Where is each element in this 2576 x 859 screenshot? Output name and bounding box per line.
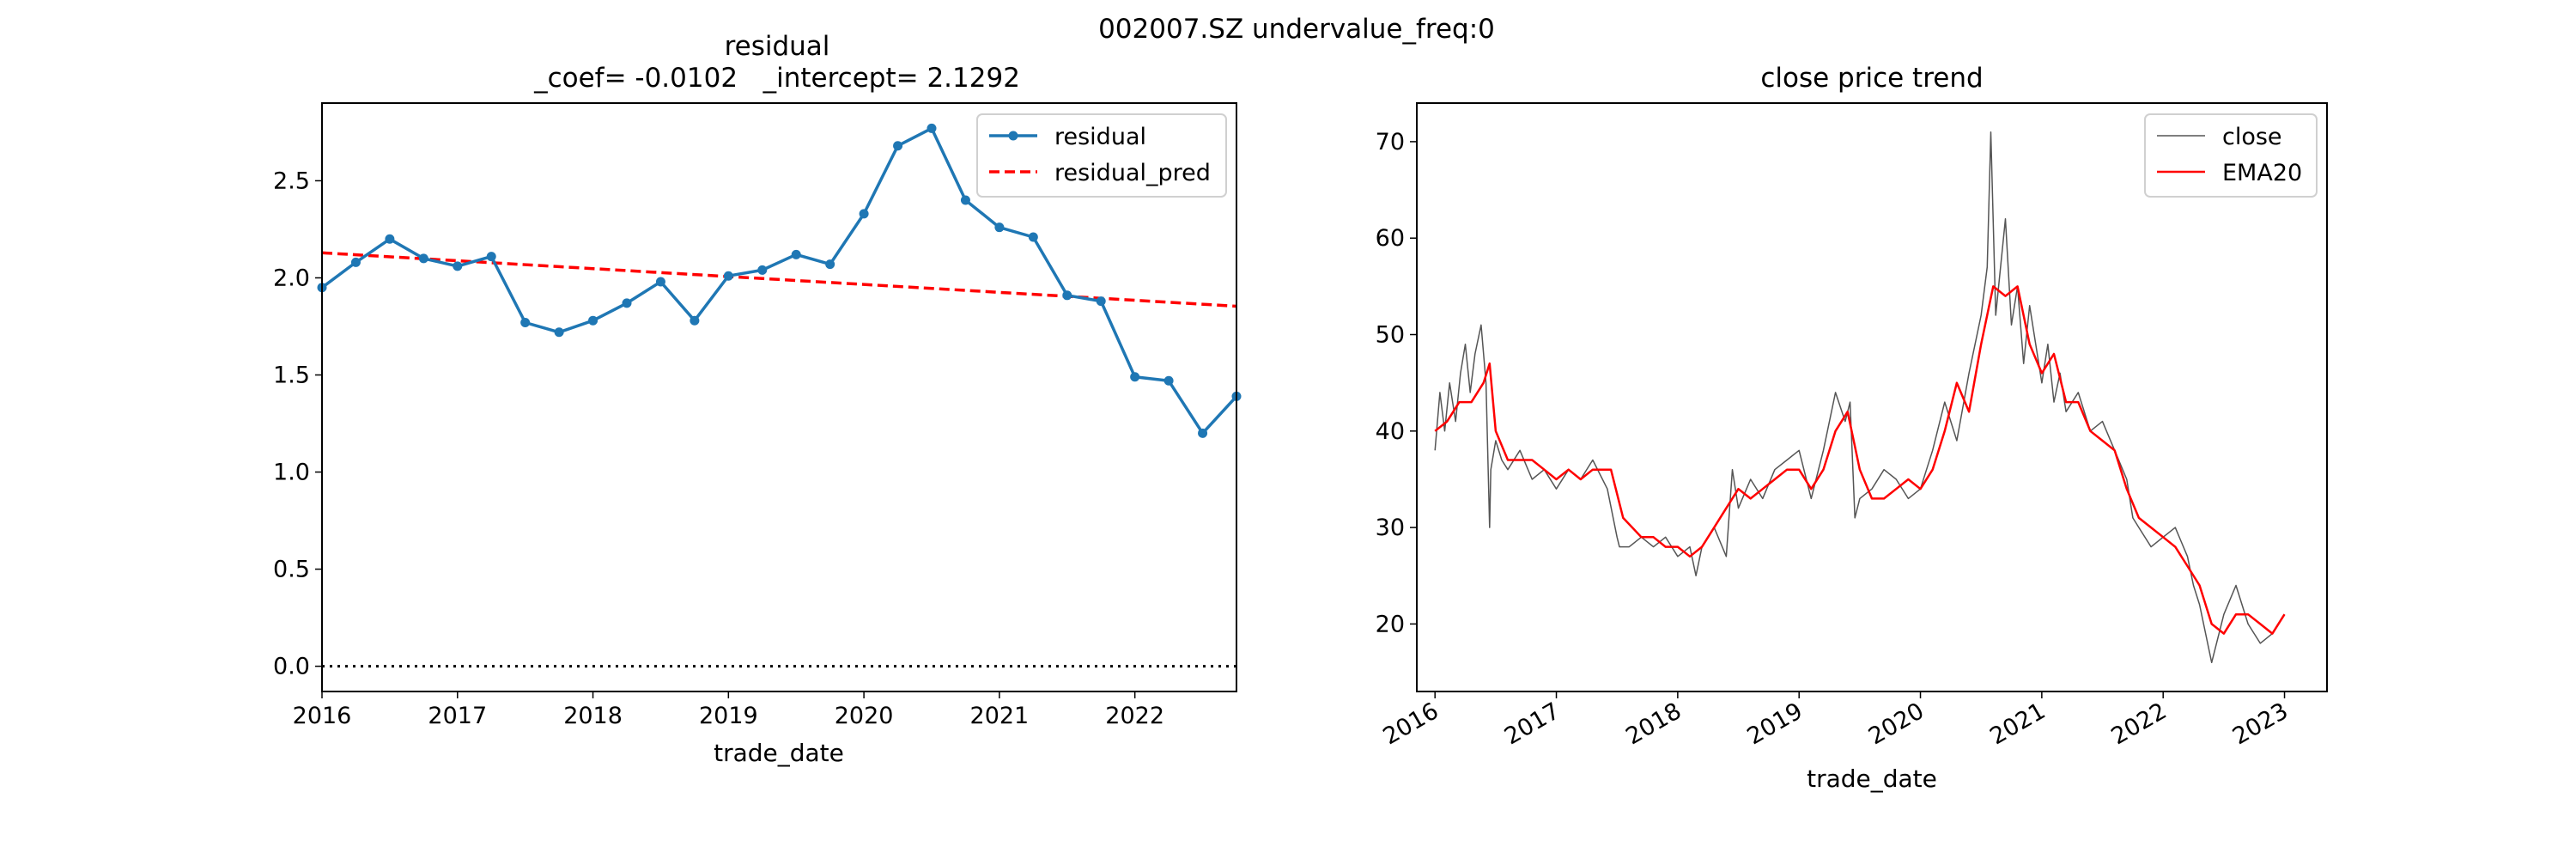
x-tick-label: 2017 <box>428 703 487 729</box>
legend-close-label: close <box>2222 124 2282 150</box>
legend-residual-pred-label: residual_pred <box>1054 160 1211 186</box>
residual-point <box>1096 296 1106 307</box>
x-tick-label: 2019 <box>699 703 758 729</box>
residual-point <box>486 252 496 262</box>
left-axes-frame <box>321 102 1237 692</box>
left-y-axis-ticks: 0.0 0.5 1.0 1.5 2.0 2.5 <box>273 168 322 680</box>
residual-point <box>757 265 768 275</box>
x-tick-label: 2022 <box>1105 703 1164 729</box>
residual-point <box>554 327 564 338</box>
residual-point <box>1130 372 1140 382</box>
right-legend: close EMA20 <box>2144 113 2318 198</box>
legend-residual-marker <box>1008 131 1018 141</box>
left-legend-box <box>976 113 1227 198</box>
right-y-axis-ticks: 20 30 40 50 60 70 <box>1376 129 1417 637</box>
y-tick-label: 1.5 <box>273 362 310 389</box>
residual-point <box>690 315 700 326</box>
residual-point <box>791 249 801 259</box>
residual-point <box>418 253 428 264</box>
right-legend-box <box>2144 113 2318 198</box>
residual-point <box>960 195 970 205</box>
y-tick-label: 2.0 <box>273 265 310 291</box>
residual-point <box>893 141 903 151</box>
ema20-line <box>1434 285 2286 635</box>
left-legend: residual residual_pred <box>976 113 1227 198</box>
residual-point <box>385 234 395 244</box>
y-tick-label: 30 <box>1376 515 1405 541</box>
x-tick-label: 2016 <box>293 703 352 729</box>
residual-point <box>588 315 598 326</box>
residual-point <box>1028 232 1038 242</box>
y-tick-label: 60 <box>1376 225 1405 252</box>
legend-residual-label: residual <box>1054 124 1146 150</box>
left-title-line1: residual <box>725 31 830 62</box>
residual-point <box>350 257 361 267</box>
residual-point <box>453 261 463 271</box>
residual-point <box>723 271 733 281</box>
residual-point <box>994 222 1005 233</box>
residual-point <box>1062 290 1072 301</box>
residual-point <box>1198 428 1208 438</box>
residual-line <box>320 126 1238 436</box>
right-title: close price trend <box>1760 63 1983 94</box>
y-tick-label: 0.5 <box>273 557 310 583</box>
x-tick-label: 2018 <box>563 703 623 729</box>
residual-point <box>825 259 835 270</box>
y-tick-label: 0.0 <box>273 654 310 680</box>
legend-ema20-label: EMA20 <box>2222 160 2302 186</box>
y-tick-label: 1.0 <box>273 460 310 486</box>
right-axes-frame <box>1416 102 2328 692</box>
residual-point <box>927 123 937 133</box>
y-tick-label: 50 <box>1376 322 1405 349</box>
left-title-line2: _coef= -0.0102 _intercept= 2.1292 <box>533 63 1020 94</box>
figure-suptitle: 002007.SZ undervalue_freq:0 <box>1098 14 1495 45</box>
residual-point <box>622 298 632 308</box>
left-x-axis-ticks: 2016 2017 2018 2019 2020 2021 2022 <box>293 691 1164 729</box>
left-x-axis-label: trade_date <box>714 739 844 767</box>
y-tick-label: 70 <box>1376 129 1405 155</box>
right-plot-marks <box>1434 131 2286 664</box>
residual-point <box>1163 375 1174 386</box>
y-tick-label: 2.5 <box>273 168 310 194</box>
y-tick-label: 20 <box>1376 611 1405 637</box>
residual-point <box>520 317 531 327</box>
residual-subplot: residual _coef= -0.0102 _intercept= 2.12… <box>273 31 1242 767</box>
right-x-axis-label: trade_date <box>1807 765 1937 793</box>
x-tick-label: 2021 <box>970 703 1030 729</box>
residual-point <box>859 209 869 219</box>
close-price-line <box>1434 131 2286 664</box>
x-tick-label: 2020 <box>835 703 894 729</box>
residual-point <box>655 277 665 287</box>
y-tick-label: 40 <box>1376 418 1405 445</box>
